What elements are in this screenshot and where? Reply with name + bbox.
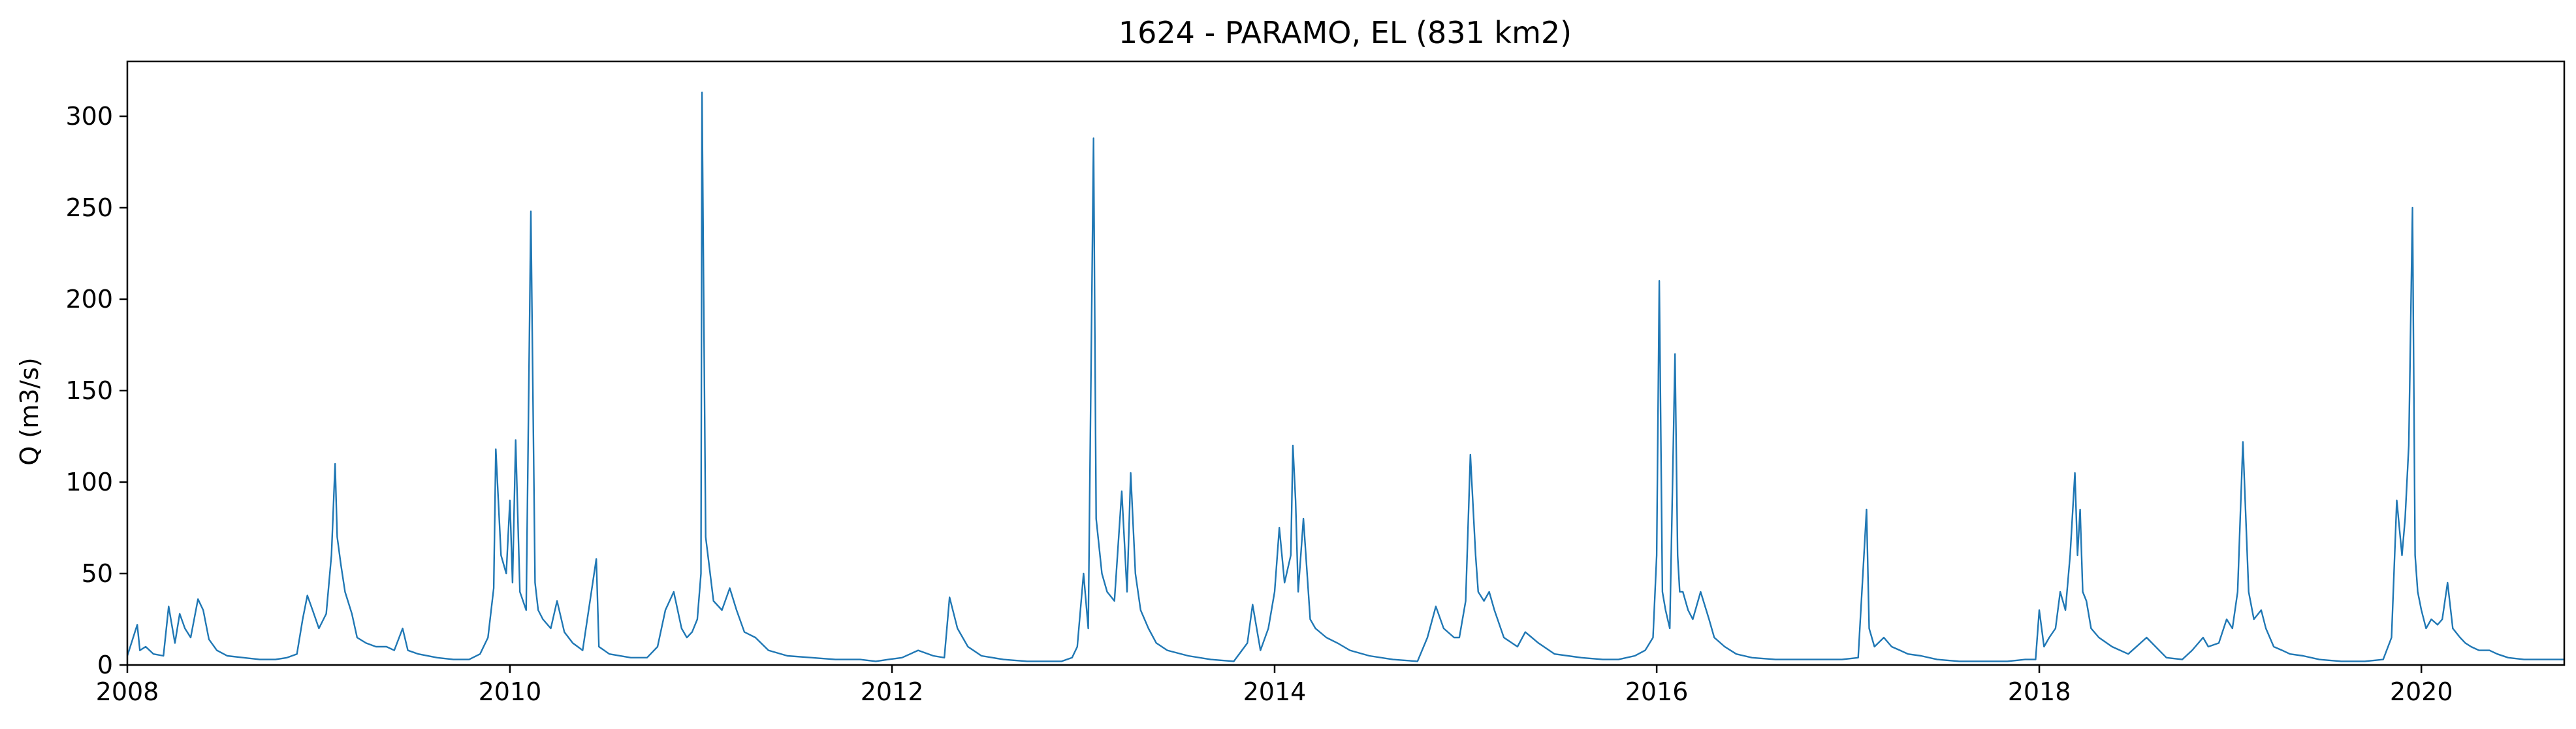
x-tick-label: 2014	[1243, 677, 1307, 706]
y-tick-label: 0	[97, 651, 113, 679]
x-tick-label: 2008	[96, 677, 159, 706]
series-layer	[126, 91, 2564, 662]
y-axis: 0 50 100 150 200 250 300	[65, 102, 127, 679]
y-axis-label: Q (m3/s)	[15, 357, 44, 465]
discharge-series-line	[126, 91, 2564, 662]
x-tick-label: 2010	[479, 677, 542, 706]
y-tick-label: 150	[65, 376, 113, 405]
chart-title: 1624 - PARAMO, EL (831 km2)	[1119, 15, 1572, 50]
y-tick-label: 250	[65, 193, 113, 222]
x-tick-label: 2016	[1625, 677, 1689, 706]
y-tick-label: 50	[82, 559, 113, 588]
plot-frame	[126, 60, 2566, 666]
x-tick-label: 2020	[2390, 677, 2453, 706]
y-tick-label: 100	[65, 468, 113, 496]
y-tick-label: 300	[65, 102, 113, 131]
x-axis: 2008 2010 2012 2014 2016 2018 2020	[96, 665, 2453, 706]
x-tick-label: 2012	[861, 677, 924, 706]
y-tick-label: 200	[65, 285, 113, 314]
x-tick-label: 2018	[2008, 677, 2071, 706]
